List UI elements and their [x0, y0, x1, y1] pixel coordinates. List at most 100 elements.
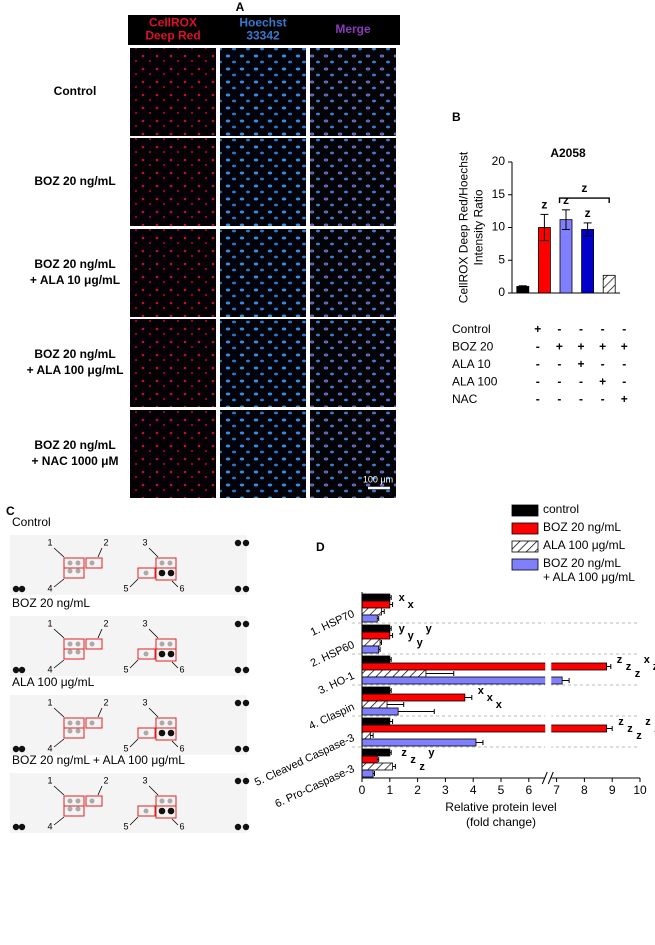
y-tick-label: 1. HSP70	[309, 608, 357, 639]
spot-label: 6	[179, 821, 184, 831]
arrow	[53, 628, 65, 639]
blot	[10, 695, 247, 755]
bar	[361, 662, 608, 671]
micrograph	[130, 229, 216, 317]
column-header: Deep Red	[145, 29, 200, 43]
spot	[143, 730, 149, 736]
treatment-sign: -	[622, 357, 626, 371]
bar	[361, 755, 378, 764]
header-band	[128, 15, 400, 45]
treatment-sign: -	[579, 392, 583, 406]
row-label: Control	[54, 84, 97, 98]
reference-spot	[234, 620, 242, 628]
spot-label: 4	[47, 821, 52, 831]
spot	[75, 728, 81, 734]
axis-break-mark	[541, 771, 548, 785]
spot-label: 1	[47, 775, 52, 785]
significance-label: x	[408, 599, 415, 611]
error-bar	[389, 688, 392, 693]
axis-break-gap	[545, 592, 552, 780]
spot	[75, 560, 81, 566]
spot	[167, 798, 173, 804]
spot-label: 4	[47, 583, 52, 593]
error-bar	[540, 213, 549, 242]
x-tick-label: 9	[609, 783, 616, 797]
blot-title: ALA 100 μg/mL	[12, 675, 95, 689]
bar	[361, 676, 563, 685]
treatment-sign: -	[601, 322, 605, 336]
treatment-sign: +	[599, 375, 606, 389]
spot	[89, 720, 95, 726]
legend-swatch	[511, 504, 539, 517]
x-tick-label: 10	[633, 783, 647, 797]
reference-spot	[18, 585, 26, 593]
error-bar	[389, 633, 394, 638]
treatment-sign: -	[536, 392, 540, 406]
y-tick-label: 0	[498, 285, 505, 299]
x-tick-label: 3	[442, 783, 449, 797]
spot-label: 2	[103, 537, 108, 547]
significance-label: y	[417, 637, 424, 649]
bar	[361, 738, 477, 747]
arrow	[171, 661, 179, 669]
error-bar	[370, 733, 374, 738]
column-header: 33342	[246, 29, 280, 43]
micrograph	[130, 138, 216, 226]
micrograph	[130, 410, 216, 498]
treatment-sign: -	[601, 392, 605, 406]
arrow	[148, 707, 159, 718]
treatment-sign: -	[536, 340, 540, 354]
spot	[67, 728, 73, 734]
spot	[158, 729, 166, 737]
highlight-box	[155, 567, 177, 581]
spot	[159, 798, 165, 804]
reference-spot	[234, 823, 242, 831]
spot	[89, 798, 95, 804]
spot	[143, 808, 149, 814]
spot	[167, 720, 173, 726]
treatment-sign: -	[536, 375, 540, 389]
bar	[361, 638, 381, 647]
x-tick-label: 7	[553, 783, 560, 797]
legend-swatch	[511, 522, 539, 535]
spot	[89, 641, 95, 647]
x-tick-label: 6	[525, 783, 532, 797]
treatment-sign: +	[621, 340, 628, 354]
error-bar	[398, 709, 435, 714]
x-tick-label: 5	[498, 783, 505, 797]
error-bar	[389, 602, 394, 607]
arrow	[148, 628, 159, 639]
reference-spot	[18, 666, 26, 674]
bar	[361, 724, 608, 733]
error-bar	[380, 640, 382, 645]
x-tick-label: 8	[581, 783, 588, 797]
spot-label: 4	[47, 664, 52, 674]
row-label: BOZ 20 ng/mL	[34, 438, 115, 452]
error-bar	[373, 771, 376, 776]
spot	[159, 641, 165, 647]
bar	[361, 700, 388, 709]
bracket	[558, 197, 610, 204]
reference-spot	[242, 666, 250, 674]
significance-label: z	[645, 716, 651, 728]
bar	[361, 762, 393, 771]
reference-spot	[12, 666, 20, 674]
blot-title: BOZ 20 ng/mL	[12, 596, 90, 610]
spot	[167, 807, 175, 815]
micrograph	[130, 48, 216, 136]
micrograph	[220, 229, 306, 317]
arrow	[53, 738, 65, 748]
significance-label: z	[563, 193, 569, 207]
error-bar	[377, 757, 380, 762]
legend-swatch	[511, 558, 539, 571]
bar	[361, 593, 391, 602]
bar	[361, 731, 371, 740]
error-bar	[425, 671, 455, 676]
spot	[167, 641, 173, 647]
error-bar	[381, 609, 385, 614]
treatment-sign: +	[621, 392, 628, 406]
spot-label: 6	[179, 583, 184, 593]
reference-spot	[242, 745, 250, 753]
reference-spot	[242, 585, 250, 593]
reference-spot	[18, 745, 26, 753]
